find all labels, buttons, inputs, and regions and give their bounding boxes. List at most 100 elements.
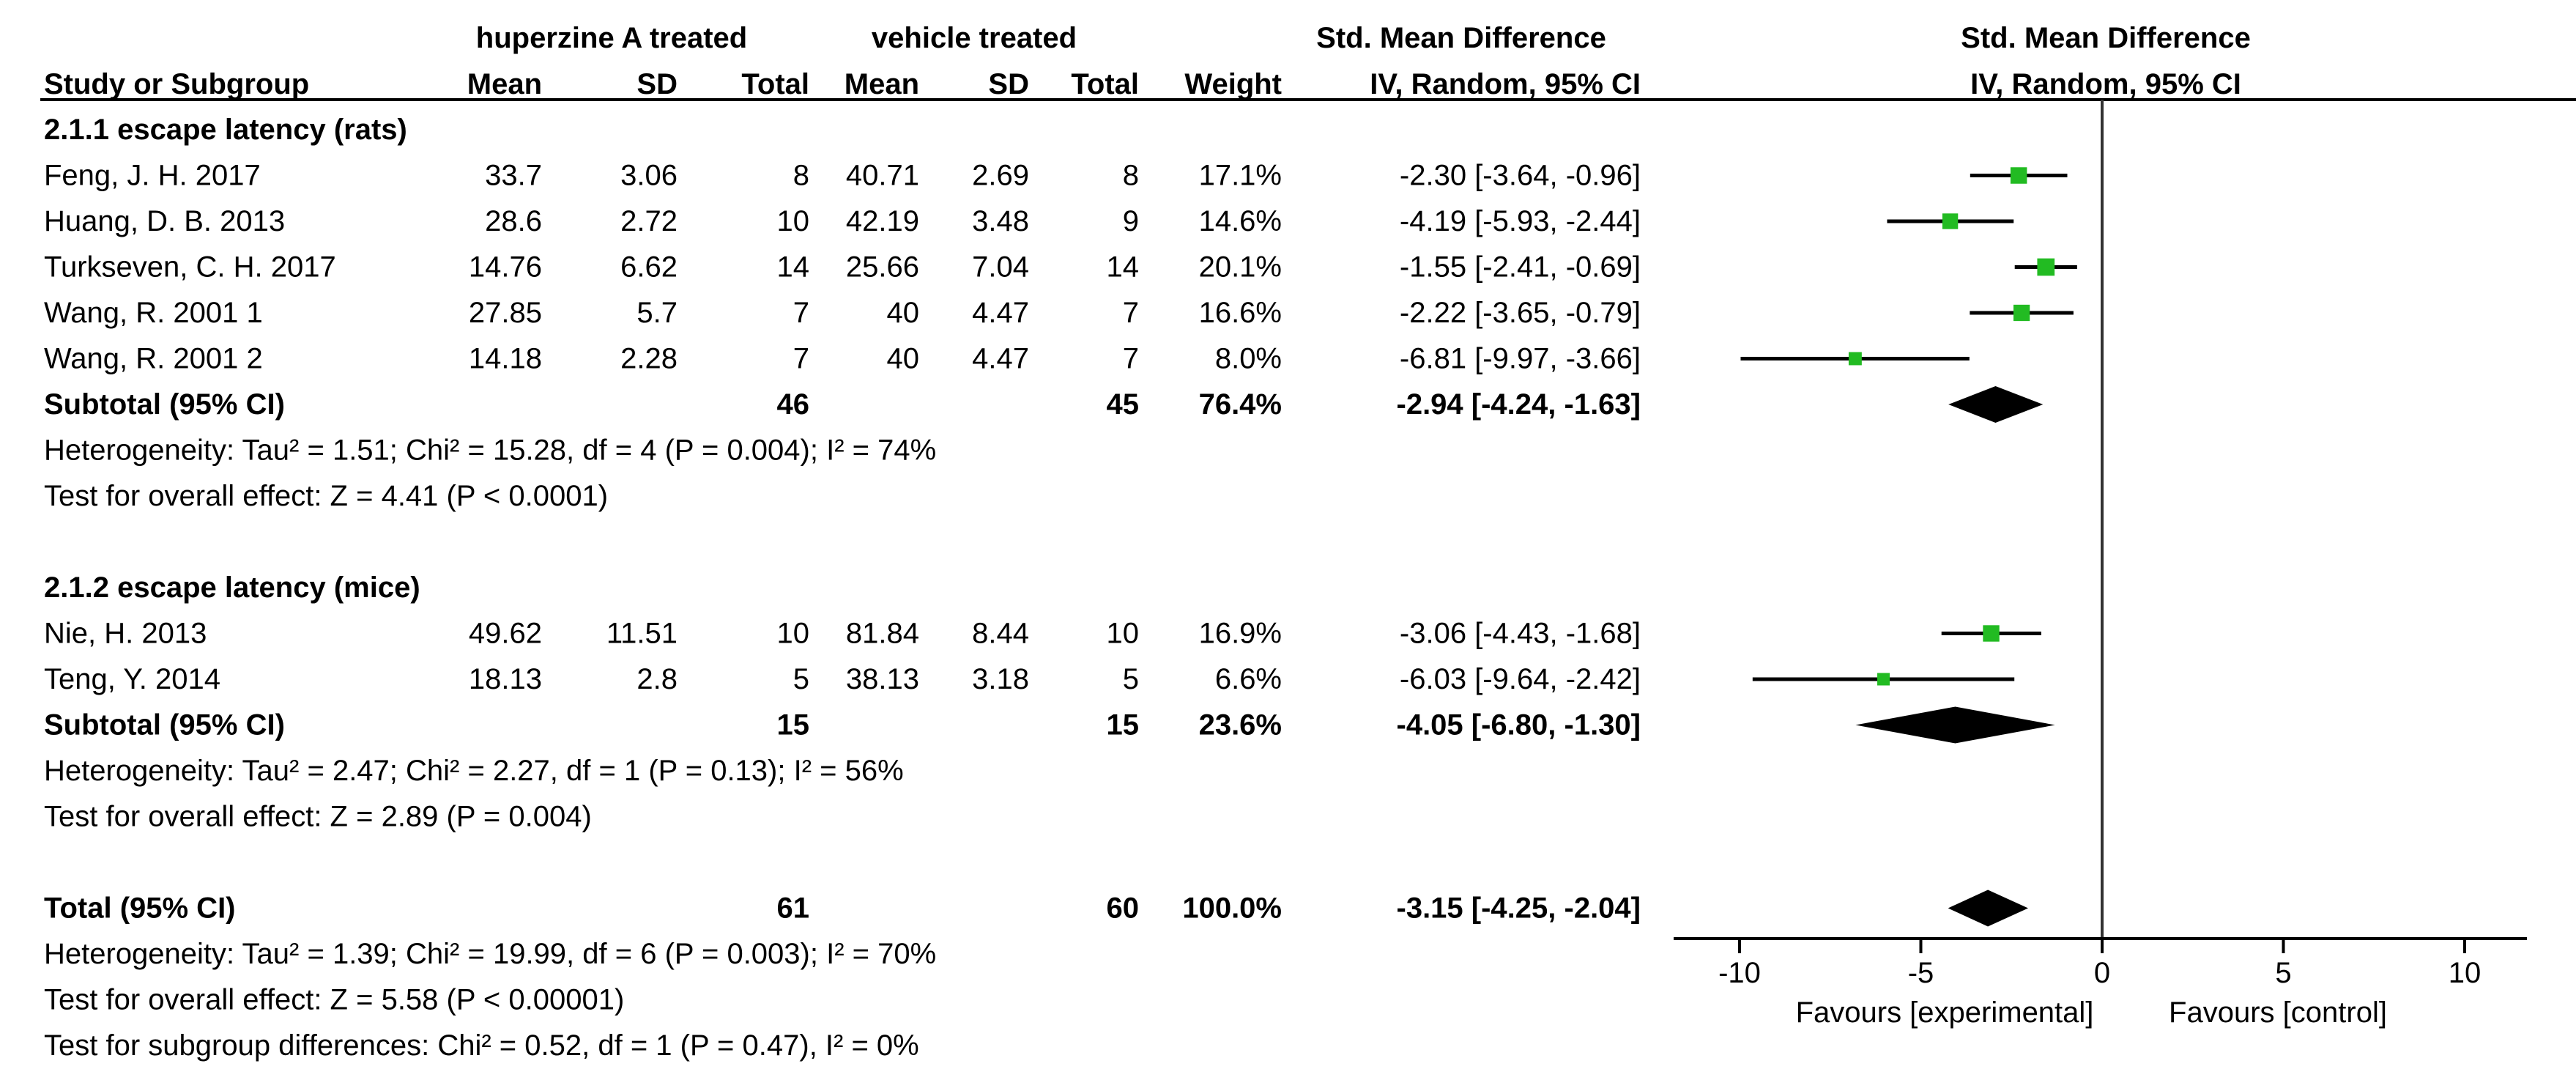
cell-sd2: 8.44 bbox=[972, 618, 1029, 650]
stats-note: Heterogeneity: Tau² = 1.51; Chi² = 15.28… bbox=[44, 434, 936, 467]
cell-mean2: 38.13 bbox=[846, 663, 919, 695]
study-name: Wang, R. 2001 1 bbox=[44, 297, 263, 329]
cell-ci: -4.05 [-6.80, -1.30] bbox=[1397, 709, 1641, 741]
x-tick-label: 5 bbox=[2275, 957, 2291, 989]
cell-sd1: 11.51 bbox=[606, 618, 678, 650]
cell-ci: -3.06 [-4.43, -1.68] bbox=[1400, 618, 1641, 650]
cell-weight: 17.1% bbox=[1199, 160, 1282, 192]
col-ci: IV, Random, 95% CI bbox=[1370, 68, 1641, 100]
cell-mean1: 49.62 bbox=[469, 618, 542, 650]
cell-total1: 14 bbox=[777, 251, 810, 284]
cell-mean1: 18.13 bbox=[469, 663, 542, 695]
cell-weight: 16.6% bbox=[1199, 297, 1282, 329]
cell-total2: 60 bbox=[1107, 892, 1140, 925]
cell-mean2: 42.19 bbox=[846, 205, 919, 237]
study-name: Feng, J. H. 2017 bbox=[44, 160, 261, 192]
study-name: Turkseven, C. H. 2017 bbox=[44, 251, 336, 284]
x-tick-label: 10 bbox=[2449, 957, 2482, 989]
cell-ci: -6.03 [-9.64, -2.42] bbox=[1400, 663, 1641, 695]
col-total1: Total bbox=[741, 68, 809, 100]
smd-header: Std. Mean Difference bbox=[1316, 22, 1606, 54]
cell-total2: 15 bbox=[1107, 709, 1140, 741]
cell-weight: 8.0% bbox=[1215, 343, 1282, 375]
cell-mean2: 40 bbox=[887, 343, 920, 375]
plot-header: Std. Mean Difference bbox=[1961, 22, 2251, 54]
study-name: Teng, Y. 2014 bbox=[44, 663, 220, 695]
cell-sd2: 2.69 bbox=[972, 160, 1029, 192]
cell-sd1: 2.8 bbox=[636, 663, 678, 695]
study-name: Huang, D. B. 2013 bbox=[44, 205, 285, 237]
cell-total1: 61 bbox=[777, 892, 810, 925]
cell-mean1: 14.76 bbox=[469, 251, 542, 284]
effect-square bbox=[1877, 673, 1890, 686]
col-sd2: SD bbox=[988, 68, 1029, 100]
effect-square bbox=[2013, 304, 2030, 322]
x-tick-label: -5 bbox=[1908, 957, 1934, 989]
cell-ci: -1.55 [-2.41, -0.69] bbox=[1400, 251, 1641, 284]
cell-total2: 9 bbox=[1123, 205, 1139, 237]
cell-sd2: 4.47 bbox=[972, 297, 1029, 329]
cell-total2: 10 bbox=[1107, 618, 1140, 650]
summary-diamond bbox=[1855, 706, 2055, 744]
cell-total1: 7 bbox=[793, 297, 809, 329]
forest-plot-area: -10 -5 0 5 10 Favours [experimental] Favours [… bbox=[1674, 100, 2527, 1029]
group2-header: vehicle treated bbox=[872, 22, 1077, 54]
cell-mean1: 14.18 bbox=[469, 343, 542, 375]
group1-header: huperzine A treated bbox=[476, 22, 747, 54]
cell-weight: 16.9% bbox=[1199, 618, 1282, 650]
subtotal-label: Subtotal (95% CI) bbox=[44, 388, 285, 421]
cell-sd2: 3.48 bbox=[972, 205, 1029, 237]
col-mean1: Mean bbox=[467, 68, 542, 100]
subtotal-label: Total (95% CI) bbox=[44, 892, 236, 925]
cell-total1: 7 bbox=[793, 343, 809, 375]
study-name: Nie, H. 2013 bbox=[44, 618, 207, 650]
cell-total1: 8 bbox=[793, 160, 809, 192]
cell-total2: 5 bbox=[1123, 663, 1139, 695]
col-sd1: SD bbox=[636, 68, 678, 100]
stats-note: Test for overall effect: Z = 2.89 (P = 0… bbox=[44, 801, 592, 833]
col-total2: Total bbox=[1071, 68, 1139, 100]
cell-total1: 15 bbox=[777, 709, 810, 741]
cell-total1: 5 bbox=[793, 663, 809, 695]
cell-ci: -4.19 [-5.93, -2.44] bbox=[1400, 205, 1641, 237]
cell-sd2: 7.04 bbox=[972, 251, 1029, 284]
cell-sd1: 5.7 bbox=[636, 297, 678, 329]
cell-weight: 76.4% bbox=[1199, 388, 1282, 421]
cell-total1: 10 bbox=[777, 205, 810, 237]
subtotal-label: Subtotal (95% CI) bbox=[44, 709, 285, 741]
favours-experimental-label: Favours [experimental] bbox=[1796, 996, 2094, 1029]
cell-sd2: 3.18 bbox=[972, 663, 1029, 695]
cell-total2: 7 bbox=[1123, 343, 1139, 375]
x-tick-label: -10 bbox=[1718, 957, 1761, 989]
table-body: 2.1.1 escape latency (rats) Feng, J. H. 2… bbox=[44, 114, 1641, 1062]
summary-diamond bbox=[1948, 386, 2044, 423]
effect-square bbox=[1848, 352, 1862, 366]
cell-sd1: 6.62 bbox=[620, 251, 678, 284]
cell-total1: 46 bbox=[777, 388, 810, 421]
stats-note: Heterogeneity: Tau² = 2.47; Chi² = 2.27,… bbox=[44, 755, 904, 787]
col-study: Study or Subgroup bbox=[44, 68, 309, 100]
cell-ci: -3.15 [-4.25, -2.04] bbox=[1397, 892, 1641, 925]
cell-mean1: 33.7 bbox=[485, 160, 542, 192]
cell-weight: 100.0% bbox=[1182, 892, 1282, 925]
stats-note: Test for subgroup differences: Chi² = 0.… bbox=[44, 1029, 919, 1062]
cell-ci: -2.30 [-3.64, -0.96] bbox=[1400, 160, 1641, 192]
cell-ci: -6.81 [-9.97, -3.66] bbox=[1400, 343, 1641, 375]
cell-mean1: 27.85 bbox=[469, 297, 542, 329]
cell-mean2: 25.66 bbox=[846, 251, 919, 284]
x-tick-label: 0 bbox=[2094, 957, 2110, 989]
summary-diamond bbox=[1948, 889, 2029, 927]
cell-ci: -2.22 [-3.65, -0.79] bbox=[1400, 297, 1641, 329]
plot-ci-header: IV, Random, 95% CI bbox=[1970, 68, 2241, 100]
cell-mean2: 81.84 bbox=[846, 618, 919, 650]
cell-ci: -2.94 [-4.24, -1.63] bbox=[1397, 388, 1641, 421]
cell-total2: 45 bbox=[1107, 388, 1140, 421]
subgroup-heading: 2.1.2 escape latency (mice) bbox=[44, 572, 420, 604]
cell-total1: 10 bbox=[777, 618, 810, 650]
cell-total2: 7 bbox=[1123, 297, 1139, 329]
cell-mean1: 28.6 bbox=[485, 205, 542, 237]
cell-weight: 14.6% bbox=[1199, 205, 1282, 237]
effect-square bbox=[1983, 625, 2000, 642]
